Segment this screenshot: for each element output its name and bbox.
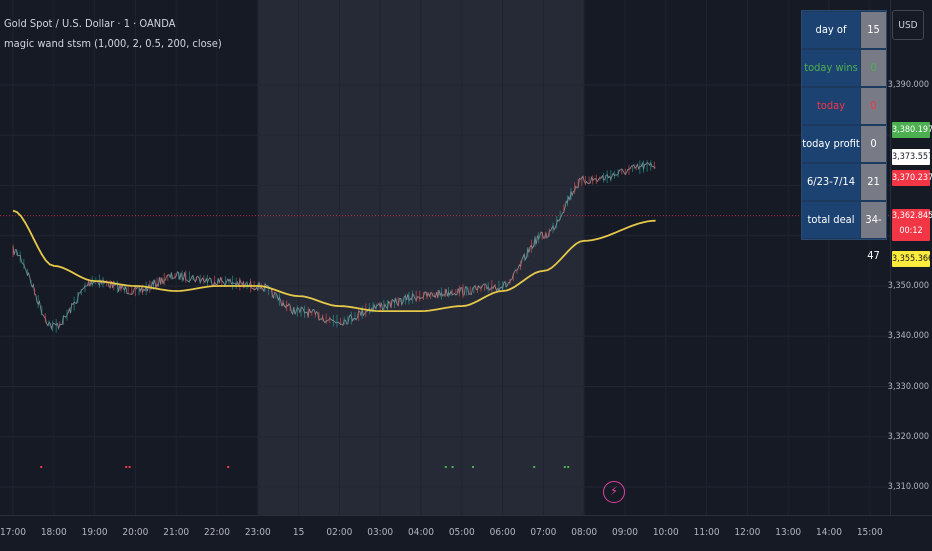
stats-label: today profit — [802, 126, 860, 162]
stats-row: today losses0 — [802, 87, 886, 148]
price-tick-label: 3,340.000 — [887, 331, 929, 342]
stats-value: 34-47 — [861, 202, 886, 262]
price-chart[interactable] — [0, 0, 890, 515]
stats-row: day of month15 — [802, 11, 886, 72]
indicator-title[interactable]: magic wand stsm (1,000, 2, 0.5, 200, clo… — [4, 37, 222, 50]
time-tick-label: 17:00 — [0, 527, 26, 538]
time-tick-label: 15:00 — [856, 527, 883, 538]
time-tick-label: 19:00 — [81, 527, 108, 538]
stats-label: day of month — [802, 12, 860, 72]
time-tick-label: 18:00 — [40, 527, 67, 538]
signal-marker — [227, 466, 230, 468]
chart-pane[interactable]: Gold Spot / U.S. Dollar · 1 · OANDA magi… — [0, 0, 890, 515]
stats-value: 0 — [861, 126, 886, 162]
price-tick-label: 3,350.000 — [887, 281, 929, 291]
price-tick-label: 3,330.000 — [887, 381, 929, 392]
stats-label: 6/23-7/14 — [802, 164, 860, 200]
stats-row: today wins 0 — [802, 49, 886, 87]
time-tick-label: 22:00 — [204, 527, 230, 538]
time-tick-label: 09:00 — [612, 527, 638, 538]
time-tick-label: 02:00 — [326, 527, 353, 538]
signal-marker — [125, 466, 128, 468]
stats-label: today wins — [802, 50, 860, 86]
price-tick-label: 3,310.000 — [887, 482, 929, 492]
time-tick-label: 11:00 — [693, 527, 720, 538]
stats-row: total deal 34-47 — [802, 201, 886, 262]
signal-marker — [563, 466, 566, 468]
time-tick-label: 05:00 — [448, 527, 475, 538]
stats-value: 0 — [861, 50, 886, 86]
price-badge: 3,370.237 — [892, 170, 932, 186]
time-tick-label: 07:00 — [530, 527, 557, 538]
currency-button[interactable]: USD — [892, 10, 924, 40]
price-badge: 3,355.366 — [892, 251, 932, 267]
time-tick-label: 10:00 — [652, 527, 679, 538]
time-tick-label: 03:00 — [367, 527, 394, 538]
chart-legend: Gold Spot / U.S. Dollar · 1 · OANDA magi… — [4, 14, 222, 54]
signal-marker — [451, 466, 454, 468]
symbol-title[interactable]: Gold Spot / U.S. Dollar · 1 · OANDA — [4, 17, 176, 30]
signal-marker — [40, 466, 43, 468]
stats-label: total deal — [802, 202, 860, 238]
time-tick-label: 21:00 — [163, 527, 190, 538]
price-tick-label: 3,390.000 — [887, 80, 929, 90]
lightning-icon[interactable]: ⚡ — [603, 481, 625, 503]
price-tick-label: 3,320.000 — [887, 431, 929, 442]
signal-marker — [533, 466, 536, 468]
time-tick-label: 15 — [292, 527, 305, 538]
signal-marker — [128, 466, 131, 468]
signal-marker — [444, 466, 447, 468]
time-tick-label: 12:00 — [734, 527, 761, 538]
time-tick-label: 04:00 — [408, 527, 434, 538]
stats-value: 21 — [861, 164, 886, 200]
price-scale[interactable]: 3,390.000 3,350.000 3,340.000 3,330.000 3,32… — [887, 0, 932, 515]
price-series-line — [12, 161, 656, 331]
price-badge: 3,373.557 — [892, 149, 932, 165]
time-tick-label: 23:00 — [244, 527, 271, 538]
stats-value: 15 — [861, 12, 886, 48]
time-tick-label: 20:00 — [122, 527, 149, 538]
time-tick-label: 08:00 — [571, 527, 598, 538]
signal-marker — [567, 466, 570, 468]
last-price-label: 3,362.845 — [892, 211, 932, 221]
time-tick-label: 13:00 — [775, 527, 802, 538]
time-scale[interactable]: 17:00 18:00 19:00 20:00 21:00 22:00 23:00 15 02:… — [0, 515, 932, 551]
time-tick-label: 06:00 — [489, 527, 516, 538]
price-badge: 3,362.845 00:12 — [892, 209, 932, 241]
stats-row: 6/23-7/14 21 — [802, 163, 886, 201]
stats-label: today losses — [802, 88, 860, 148]
bar-countdown: 00:12 — [899, 226, 923, 236]
signal-marker — [472, 466, 474, 468]
price-badge: 3,380.197 — [892, 122, 932, 138]
time-tick-label: 14:00 — [816, 527, 842, 538]
stats-row: today profit 0 — [802, 125, 886, 163]
stats-value: 0 — [861, 88, 886, 124]
ma-series-line — [12, 209, 656, 312]
